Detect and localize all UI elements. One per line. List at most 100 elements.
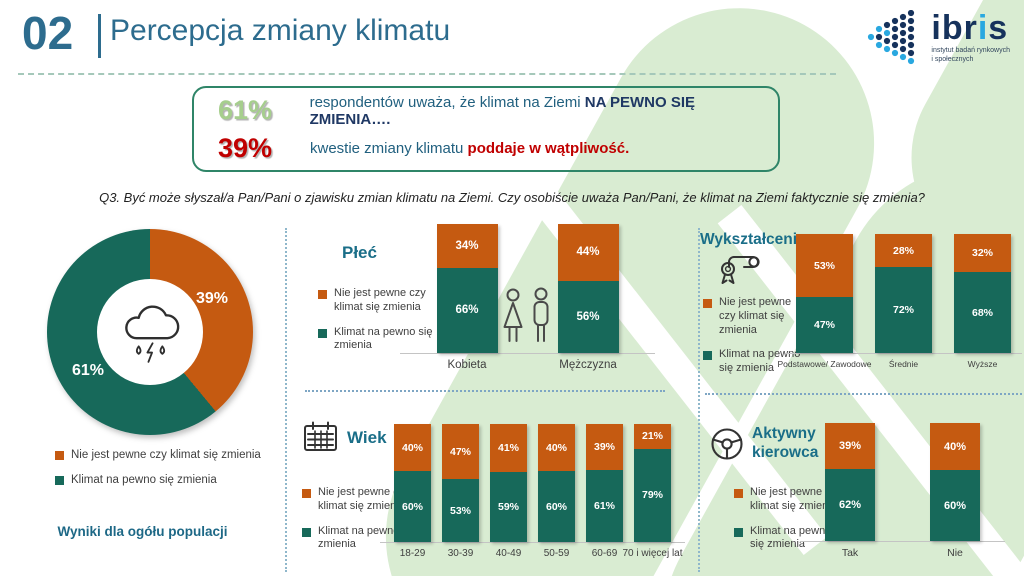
legend-swatch-teal (302, 527, 311, 537)
legend-swatch-teal (318, 328, 327, 338)
category-label: 60-69 (591, 548, 618, 559)
summary-row-2: 39% kwestie zmiany klimatu poddaje w wąt… (194, 133, 778, 164)
category-label: Mężczyzna (559, 359, 617, 371)
donut-chart (47, 229, 253, 435)
calendar-icon (303, 421, 339, 453)
legend-swatch-teal (55, 476, 64, 486)
bars-kier: 39% 62% Tak 40% 60% Nie (800, 423, 1005, 559)
segment-uncertain: 40% (538, 424, 575, 472)
legend-swatch-teal (734, 527, 743, 537)
chart-title-plec: Płeć (342, 243, 377, 262)
legend-plec: Nie jest pewne czy klimat się zmienia Kl… (318, 287, 440, 364)
divider-left (285, 228, 287, 572)
legend-swatch-orange (734, 489, 743, 498)
category-label: Tak (841, 547, 859, 559)
stacked-bar: 39% 61% (586, 424, 623, 542)
logo-tagline: instytut badań rynkowych i społecznych (931, 47, 1010, 63)
segment-uncertain: 39% (825, 423, 875, 469)
chart-title-wyksz: Wykształcenie (700, 231, 806, 248)
legend-item-certain: Klimat na pewno się zmienia (55, 473, 261, 487)
section-number: 02 (22, 7, 74, 59)
legend-swatch-orange (55, 451, 64, 460)
donut-legend: Nie jest pewne czy klimat się zmienia Kl… (55, 448, 261, 499)
segment-certain: 60% (930, 470, 980, 541)
segment-uncertain: 40% (930, 423, 980, 471)
logo-wordmark: ibris (931, 9, 1009, 48)
stacked-bar: 34% 66% (436, 224, 498, 353)
category-label: 18-29 (399, 548, 426, 559)
category-label: Nie (947, 547, 963, 559)
divider-right (698, 228, 700, 572)
bars-wyksz: 53% 47% Podstawowe/ Zawodowe 28% 72% Średnie 3… (777, 234, 1022, 369)
summary-pct-green: 61% (218, 95, 273, 126)
stacked-bar: 40% 60% (930, 423, 980, 541)
woman-man-icon (499, 286, 557, 354)
bar-column: 39% 61% 60-69 (586, 424, 623, 559)
donut-center (97, 279, 203, 385)
category-label: Kobieta (447, 359, 487, 371)
steering-wheel-icon (708, 425, 746, 463)
legend-kier: Nie jest pewne czy klimat się zmienia Kl… (734, 486, 846, 563)
cloud-rain-lightning-icon (125, 305, 180, 363)
category-label: 40-49 (495, 548, 522, 559)
segment-certain: 53% (442, 479, 479, 542)
legend-swatch-orange (318, 290, 327, 299)
bars-plec: 34% 66% Kobieta 44% 56% Mężczyzna (400, 224, 655, 371)
stacked-bar: 39% 62% (825, 423, 875, 541)
stacked-bar: 40% 60% (538, 424, 575, 542)
donut-value-uncertain: 39% (196, 290, 229, 307)
segment-certain: 68% (954, 272, 1011, 353)
segment-uncertain: 40% (394, 424, 431, 472)
chart-title-wiek: Wiek (347, 428, 387, 447)
summary-text-2: kwestie zmiany klimatu poddaje w wątpliw… (310, 140, 630, 158)
divider-mid-right (705, 393, 1022, 395)
segment-certain: 61% (586, 470, 623, 542)
page-title: Percepcja zmiany klimatu (110, 14, 451, 47)
legend-item-uncertain: Nie jest pewne czy klimat się zmienia (318, 287, 440, 315)
category-label: Podstawowe/ Zawodowe (777, 359, 872, 369)
segment-certain: 59% (490, 472, 527, 542)
segment-certain: 60% (538, 471, 575, 542)
category-label: Wyższe (967, 359, 998, 369)
stacked-bar: 41% 59% (490, 424, 527, 542)
segment-uncertain: 44% (557, 224, 619, 281)
summary-box: 61% respondentów uważa, że klimat na Zie… (192, 86, 780, 172)
segment-uncertain: 34% (436, 224, 498, 268)
ibris-logo: ibris instytut badań rynkowych i społecz… (867, 10, 1010, 66)
legend-item-uncertain: Nie jest pewne czy klimat się zmienia (734, 486, 846, 514)
bar-column: 21% 79% 70 i więcej lat (622, 424, 683, 559)
segment-uncertain: 41% (490, 424, 527, 473)
legend-item-certain: Klimat na pewno się zmienia (703, 348, 808, 376)
category-label: 50-59 (543, 548, 570, 559)
segment-certain: 47% (796, 297, 853, 353)
category-label: Średnie (888, 359, 919, 369)
segment-certain: 62% (825, 468, 875, 541)
bar-column: 28% 72% Średnie (875, 234, 932, 369)
stacked-bar: 21% 79% (634, 424, 671, 542)
segment-uncertain: 21% (634, 424, 671, 449)
segment-uncertain: 32% (954, 234, 1011, 273)
segment-certain: 60% (394, 471, 431, 542)
bar-column: 40% 60% 50-59 (538, 424, 575, 559)
segment-certain: 66% (436, 267, 498, 353)
segment-uncertain: 53% (796, 234, 853, 298)
legend-item-uncertain: Nie jest pewne czy klimat się zmienia (302, 486, 424, 514)
bars-wiek: 40% 60% 18-29 47% 53% 30-39 41% 59% 40-49 40% 60% 5… (380, 424, 685, 559)
diploma-icon (714, 250, 762, 286)
summary-text-1: respondentów uważa, że klimat na Ziemi N… (309, 93, 696, 128)
bar-column: 47% 53% 30-39 (442, 424, 479, 559)
bar-column: 39% 62% Tak (825, 423, 875, 559)
segment-certain: 72% (875, 267, 932, 353)
bar-column: 41% 59% 40-49 (490, 424, 527, 559)
stacked-bar: 44% 56% (557, 224, 619, 353)
segment-uncertain: 39% (586, 424, 623, 471)
stacked-bar: 28% 72% (875, 234, 932, 353)
category-label: 30-39 (447, 548, 474, 559)
header-rule (18, 73, 836, 75)
legend-swatch-teal (703, 351, 712, 361)
bar-column: 32% 68% Wyższe (954, 234, 1011, 369)
stacked-bar: 32% 68% (954, 234, 1011, 353)
legend-item-certain: Klimat na pewno się zmienia (734, 525, 846, 553)
legend-swatch-orange (703, 299, 712, 308)
legend-item-uncertain: Nie jest pewne czy klimat się zmienia (55, 448, 261, 462)
